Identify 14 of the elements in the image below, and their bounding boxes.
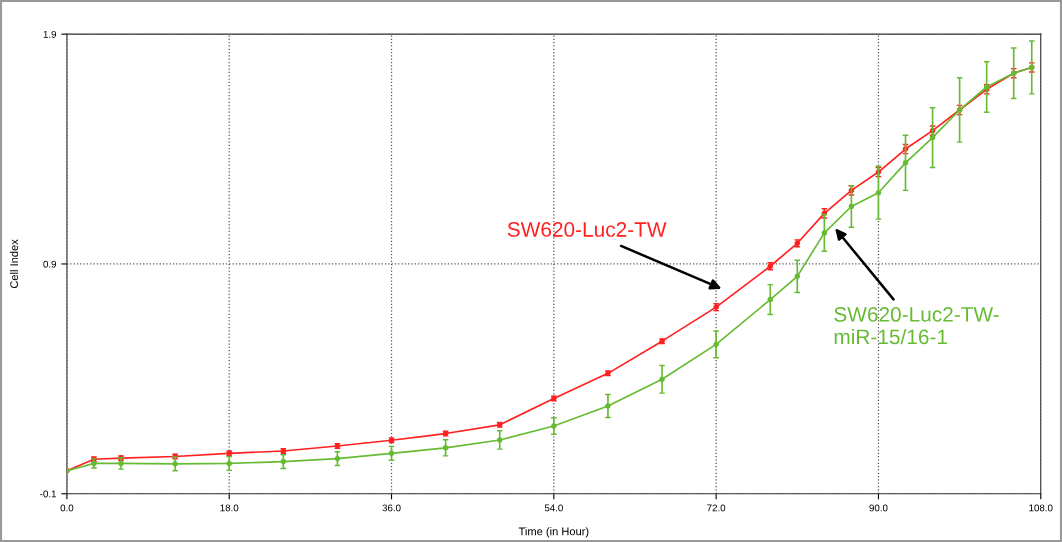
text: SW620-Luc2-TW- miR-15/16-1 bbox=[834, 307, 999, 345]
x-tick-label: 108.0 bbox=[1029, 504, 1053, 512]
text: SW620-Luc2-TW bbox=[507, 222, 667, 237]
x-tick-label: 36.0 bbox=[382, 504, 401, 512]
x-tick-label: 0.0 bbox=[60, 504, 74, 512]
x-axis-title: Time (in Hour) bbox=[518, 527, 589, 538]
x-tick-label: 18.0 bbox=[220, 504, 239, 512]
y-tick-label: 0.9 bbox=[43, 260, 57, 268]
x-tick-label: 54.0 bbox=[544, 504, 563, 512]
y-axis-title: Cell Index bbox=[9, 239, 19, 289]
x-tick-label: 90.0 bbox=[869, 504, 888, 512]
x-tick-label: 72.0 bbox=[707, 504, 726, 512]
y-tick-label: 1.9 bbox=[43, 30, 57, 38]
y-tick-label: -0.1 bbox=[40, 490, 57, 498]
